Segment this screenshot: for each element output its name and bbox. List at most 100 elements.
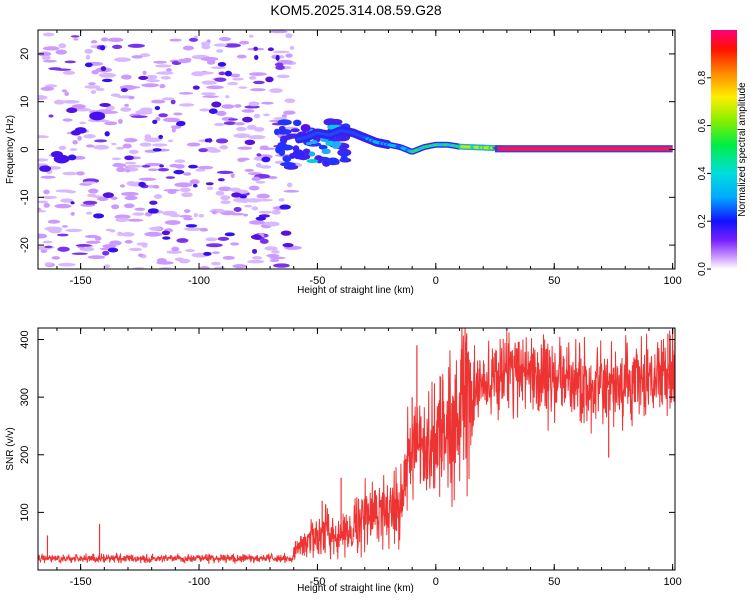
- noise-blob: [54, 203, 72, 209]
- noise-blob: [128, 247, 142, 252]
- x-tick-label: -150: [70, 576, 92, 588]
- noise-blob: [179, 187, 191, 193]
- noise-blob: [165, 68, 172, 72]
- noise-blob: [62, 100, 80, 104]
- noise-blob: [269, 88, 283, 93]
- noise-blob: [248, 34, 254, 38]
- noise-blob: [86, 211, 93, 215]
- noise-blob-strong: [250, 234, 262, 240]
- noise-cluster: [70, 130, 81, 136]
- noise-blob-strong: [120, 88, 128, 93]
- noise-blob: [165, 176, 176, 179]
- noise-blob-strong: [152, 148, 162, 152]
- noise-blob: [152, 60, 168, 64]
- noise-blob: [115, 217, 129, 222]
- noise-blob: [262, 113, 270, 117]
- noise-blob-strong: [254, 55, 259, 61]
- noise-blob: [105, 105, 115, 111]
- noise-blob: [144, 137, 162, 143]
- noise-blob: [218, 71, 226, 76]
- noise-blob-strong: [185, 224, 198, 228]
- noise-blob-strong: [100, 66, 107, 72]
- noise-blob: [124, 103, 130, 107]
- noise-blob: [200, 56, 219, 62]
- onset-cluster: [300, 123, 311, 132]
- noise-blob: [158, 113, 168, 118]
- noise-blob: [168, 139, 174, 143]
- noise-blob: [152, 184, 160, 189]
- noise-blob: [259, 145, 269, 149]
- noise-blob: [131, 55, 143, 59]
- noise-blob-strong: [207, 138, 213, 143]
- noise-blob: [258, 210, 273, 214]
- noise-blob: [183, 172, 192, 176]
- x-axis-label: Height of straight line (km): [297, 285, 414, 296]
- noise-blob: [152, 143, 168, 147]
- noise-blob-strong: [188, 164, 198, 169]
- noise-blob: [248, 220, 265, 225]
- noise-blob: [232, 77, 244, 81]
- noise-blob: [230, 242, 240, 246]
- noise-blob: [215, 190, 225, 196]
- onset-cluster: [292, 149, 305, 160]
- noise-blob: [211, 261, 221, 266]
- onset-blob: [282, 155, 292, 163]
- noise-blob: [169, 163, 180, 168]
- noise-blob: [138, 177, 157, 181]
- noise-blob: [273, 117, 288, 120]
- colorbar-tick-label: 0.2: [697, 214, 708, 228]
- colorbar-tick-label: 0.4: [697, 166, 708, 180]
- noise-blob: [58, 43, 67, 49]
- noise-blob: [70, 35, 80, 38]
- x-tick-label: 0: [433, 275, 439, 287]
- noise-blob: [62, 171, 78, 176]
- noise-blob: [142, 70, 147, 75]
- noise-blob: [149, 226, 162, 231]
- noise-blob: [60, 198, 74, 203]
- noise-blob: [232, 264, 247, 269]
- x-tick-label: 50: [548, 275, 560, 287]
- onset-blob: [290, 128, 300, 133]
- noise-blob: [283, 189, 300, 193]
- noise-blob-strong: [217, 62, 227, 67]
- noise-blob: [198, 148, 208, 153]
- noise-blob: [73, 38, 79, 41]
- spectrogram-plot-area: [38, 30, 673, 269]
- noise-blob: [267, 221, 280, 227]
- x-tick-label: 50: [548, 576, 560, 588]
- noise-blob: [217, 236, 230, 241]
- noise-blob: [199, 108, 210, 112]
- onset-core: [309, 140, 318, 145]
- noise-blob: [119, 184, 125, 188]
- noise-blob: [167, 190, 177, 194]
- noise-cluster: [89, 111, 106, 121]
- noise-blob: [82, 181, 97, 184]
- noise-blob-strong: [70, 201, 75, 205]
- noise-blob: [183, 209, 191, 213]
- onset-blob: [277, 119, 292, 126]
- colorbar-tick-label: 0.8: [697, 70, 708, 84]
- noise-blob: [219, 145, 229, 150]
- noise-blob: [88, 188, 99, 194]
- noise-blob: [125, 164, 142, 168]
- noise-blob: [182, 45, 195, 51]
- noise-blob: [243, 213, 248, 217]
- noise-blob-strong: [211, 101, 222, 108]
- noise-blob: [223, 43, 242, 48]
- y-tick-label: 400: [19, 330, 31, 348]
- noise-blob: [246, 124, 257, 130]
- x-tick-label: 100: [663, 576, 681, 588]
- noise-blob: [148, 168, 158, 172]
- noise-blob: [42, 240, 53, 244]
- noise-blob: [256, 153, 262, 157]
- x-tick-label: -50: [309, 275, 325, 287]
- noise-blob-strong: [99, 45, 106, 51]
- noise-blob: [210, 66, 227, 70]
- noise-blob: [179, 103, 195, 107]
- y-tick-label: 300: [19, 388, 31, 406]
- onset-core: [321, 148, 331, 155]
- noise-blob: [251, 256, 263, 260]
- noise-blob-strong: [102, 192, 115, 198]
- noise-blob: [102, 244, 117, 249]
